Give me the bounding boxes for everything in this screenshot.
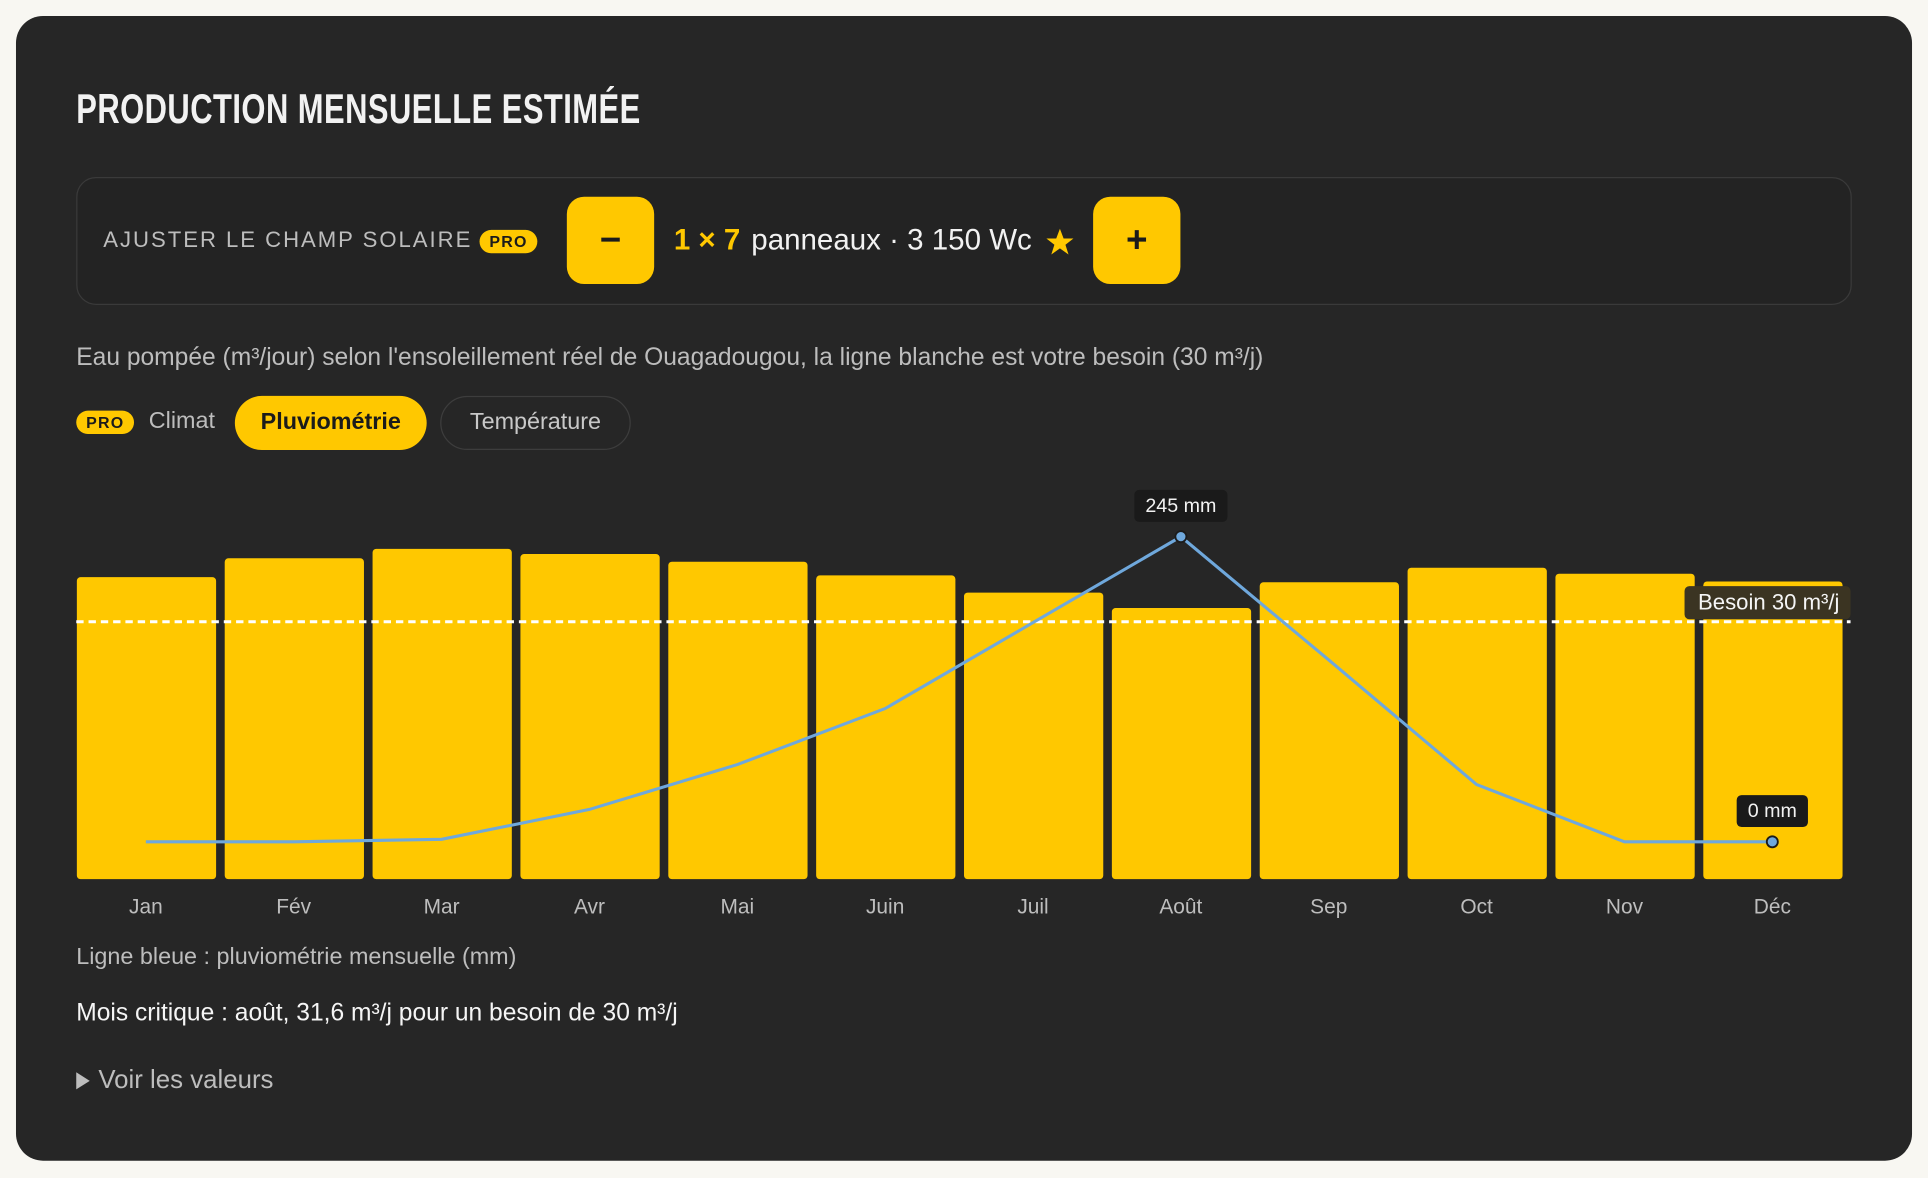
x-tick-label: Avr [574, 896, 605, 919]
bar [1703, 581, 1843, 880]
rain-line [145, 534, 1773, 844]
value-label: 245 mm [1145, 495, 1216, 517]
value-tooltip [1134, 489, 1228, 522]
critical-month: Mois critique : août, 31,6 m³/j pour un … [76, 999, 678, 1027]
x-tick-label: Déc [1754, 896, 1791, 919]
bar [964, 592, 1104, 880]
bar [1555, 573, 1695, 880]
legend-note: Ligne bleue : pluviométrie mensuelle (mm… [76, 944, 517, 971]
bar [816, 575, 956, 880]
plus-button[interactable]: + [1093, 196, 1181, 285]
rain-point [1765, 835, 1779, 849]
tab[interactable]: Température [440, 395, 631, 451]
x-tick-label: Fév [276, 896, 311, 919]
panel-summary: panneaux · 3 150 Wc [751, 223, 1032, 257]
bar [520, 553, 660, 880]
pro-badge: PRO [479, 229, 538, 254]
description: Eau pompée (m³/jour) selon l'ensoleillem… [76, 344, 1264, 372]
x-tick-label: Sep [1310, 896, 1347, 919]
bar [1259, 582, 1399, 880]
pro-badge: PRO [76, 410, 135, 435]
x-tick-label: Oct [1460, 896, 1493, 919]
tab[interactable]: Pluviométrie [234, 395, 427, 451]
tabs-label: Climat [148, 408, 215, 435]
bar [372, 548, 512, 880]
x-tick-label: Mar [424, 896, 460, 919]
minus-button[interactable]: − [566, 196, 655, 285]
control-label: AJUSTER LE CHAMP SOLAIRE [103, 227, 473, 253]
x-tick-label: Mai [720, 896, 754, 919]
x-tick-label: Juin [866, 896, 904, 919]
value-label: 0 mm [1748, 800, 1797, 822]
x-tick-label: Août [1159, 896, 1202, 919]
rain-point [1174, 530, 1188, 544]
bar [668, 561, 808, 880]
control-panel [76, 177, 1852, 305]
reference-label: Besoin 30 m³/j [1698, 589, 1839, 614]
bar [1407, 567, 1547, 880]
value-tooltip [1736, 795, 1808, 828]
card-title: PRODUCTION MENSUELLE ESTIMÉE [76, 86, 641, 133]
reference-label-box [1684, 586, 1851, 620]
triangle-icon [76, 1072, 90, 1090]
star-icon [1046, 228, 1074, 255]
panel-config: 1 × 7 [673, 223, 741, 257]
bar [224, 558, 364, 880]
bar [76, 577, 217, 880]
details-toggle[interactable]: Voir les valeurs [76, 1066, 273, 1096]
x-tick-label: Nov [1606, 896, 1644, 919]
x-tick-label: Juil [1017, 896, 1048, 919]
bar [1111, 608, 1252, 880]
details-label: Voir les valeurs [98, 1066, 274, 1095]
x-tick-label: Jan [129, 896, 163, 919]
